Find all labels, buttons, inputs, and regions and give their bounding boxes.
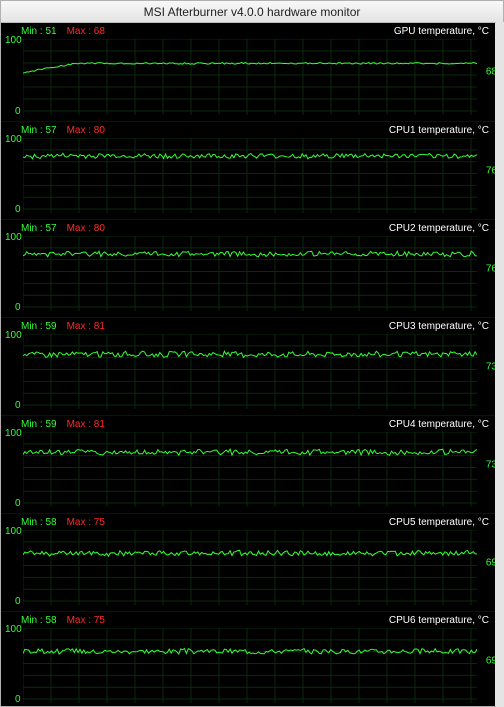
max-label: Max : 81 (67, 321, 105, 332)
vertical-scrollbar[interactable] (496, 22, 504, 707)
panel-header: Min : 57 Max : 80 CPU1 temperature, °C (21, 124, 489, 136)
panel-name: CPU1 temperature, °C (389, 125, 489, 136)
chart-panel: Min : 57 Max : 80 CPU1 temperature, °C 1… (1, 121, 495, 219)
panel-name: GPU temperature, °C (394, 26, 489, 37)
panel-name: CPU3 temperature, °C (389, 321, 489, 332)
y-axis-top: 100 (5, 134, 22, 145)
chart-panel: Min : 58 Max : 75 CPU5 temperature, °C 1… (1, 513, 495, 611)
panel-header: Min : 59 Max : 81 CPU3 temperature, °C (21, 320, 489, 332)
y-axis-top: 100 (5, 35, 22, 46)
y-axis-bottom: 0 (15, 204, 21, 215)
min-label: Min : 51 (21, 26, 57, 37)
panel-header: Min : 58 Max : 75 CPU5 temperature, °C (21, 516, 489, 528)
chart-graph[interactable] (23, 138, 477, 213)
max-label: Max : 75 (67, 615, 105, 626)
monitor-window: MSI Afterburner v4.0.0 hardware monitor … (0, 0, 504, 707)
panel-name: CPU2 temperature, °C (389, 223, 489, 234)
chart-graph[interactable] (23, 334, 477, 409)
y-axis-bottom: 0 (15, 400, 21, 411)
chart-graph[interactable] (23, 628, 477, 703)
y-axis-top: 100 (5, 624, 22, 635)
panel-name: CPU4 temperature, °C (389, 419, 489, 430)
max-label: Max : 80 (67, 223, 105, 234)
min-label: Min : 57 (21, 223, 57, 234)
chart-panel: Min : 51 Max : 68 GPU temperature, °C 10… (1, 23, 495, 121)
panel-header: Min : 51 Max : 68 GPU temperature, °C (21, 25, 489, 37)
y-axis-bottom: 0 (15, 302, 21, 313)
min-label: Min : 59 (21, 419, 57, 430)
chart-graph[interactable] (23, 530, 477, 605)
chart-panel: Min : 58 Max : 75 CPU6 temperature, °C 1… (1, 611, 495, 706)
max-label: Max : 81 (67, 419, 105, 430)
y-axis-bottom: 0 (15, 694, 21, 705)
min-label: Min : 59 (21, 321, 57, 332)
y-axis-bottom: 0 (15, 498, 21, 509)
y-axis-bottom: 0 (15, 106, 21, 117)
min-label: Min : 58 (21, 615, 57, 626)
chart-panel: Min : 57 Max : 80 CPU2 temperature, °C 1… (1, 219, 495, 317)
max-label: Max : 75 (67, 517, 105, 528)
y-axis-top: 100 (5, 428, 22, 439)
chart-graph[interactable] (23, 432, 477, 507)
window-title: MSI Afterburner v4.0.0 hardware monitor (144, 5, 361, 19)
panel-name: CPU5 temperature, °C (389, 517, 489, 528)
panels-container: Min : 51 Max : 68 GPU temperature, °C 10… (1, 23, 503, 706)
max-label: Max : 80 (67, 125, 105, 136)
chart-panel: Min : 59 Max : 81 CPU3 temperature, °C 1… (1, 317, 495, 415)
y-axis-bottom: 0 (15, 596, 21, 607)
y-axis-top: 100 (5, 330, 22, 341)
chart-graph[interactable] (23, 236, 477, 311)
panel-name: CPU6 temperature, °C (389, 615, 489, 626)
min-label: Min : 57 (21, 125, 57, 136)
chart-graph[interactable] (23, 39, 477, 115)
y-axis-top: 100 (5, 526, 22, 537)
window-titlebar[interactable]: MSI Afterburner v4.0.0 hardware monitor (1, 1, 503, 23)
y-axis-top: 100 (5, 232, 22, 243)
panel-header: Min : 57 Max : 80 CPU2 temperature, °C (21, 222, 489, 234)
min-label: Min : 58 (21, 517, 57, 528)
panel-header: Min : 58 Max : 75 CPU6 temperature, °C (21, 614, 489, 626)
panel-header: Min : 59 Max : 81 CPU4 temperature, °C (21, 418, 489, 430)
max-label: Max : 68 (67, 26, 105, 37)
chart-panel: Min : 59 Max : 81 CPU4 temperature, °C 1… (1, 415, 495, 513)
